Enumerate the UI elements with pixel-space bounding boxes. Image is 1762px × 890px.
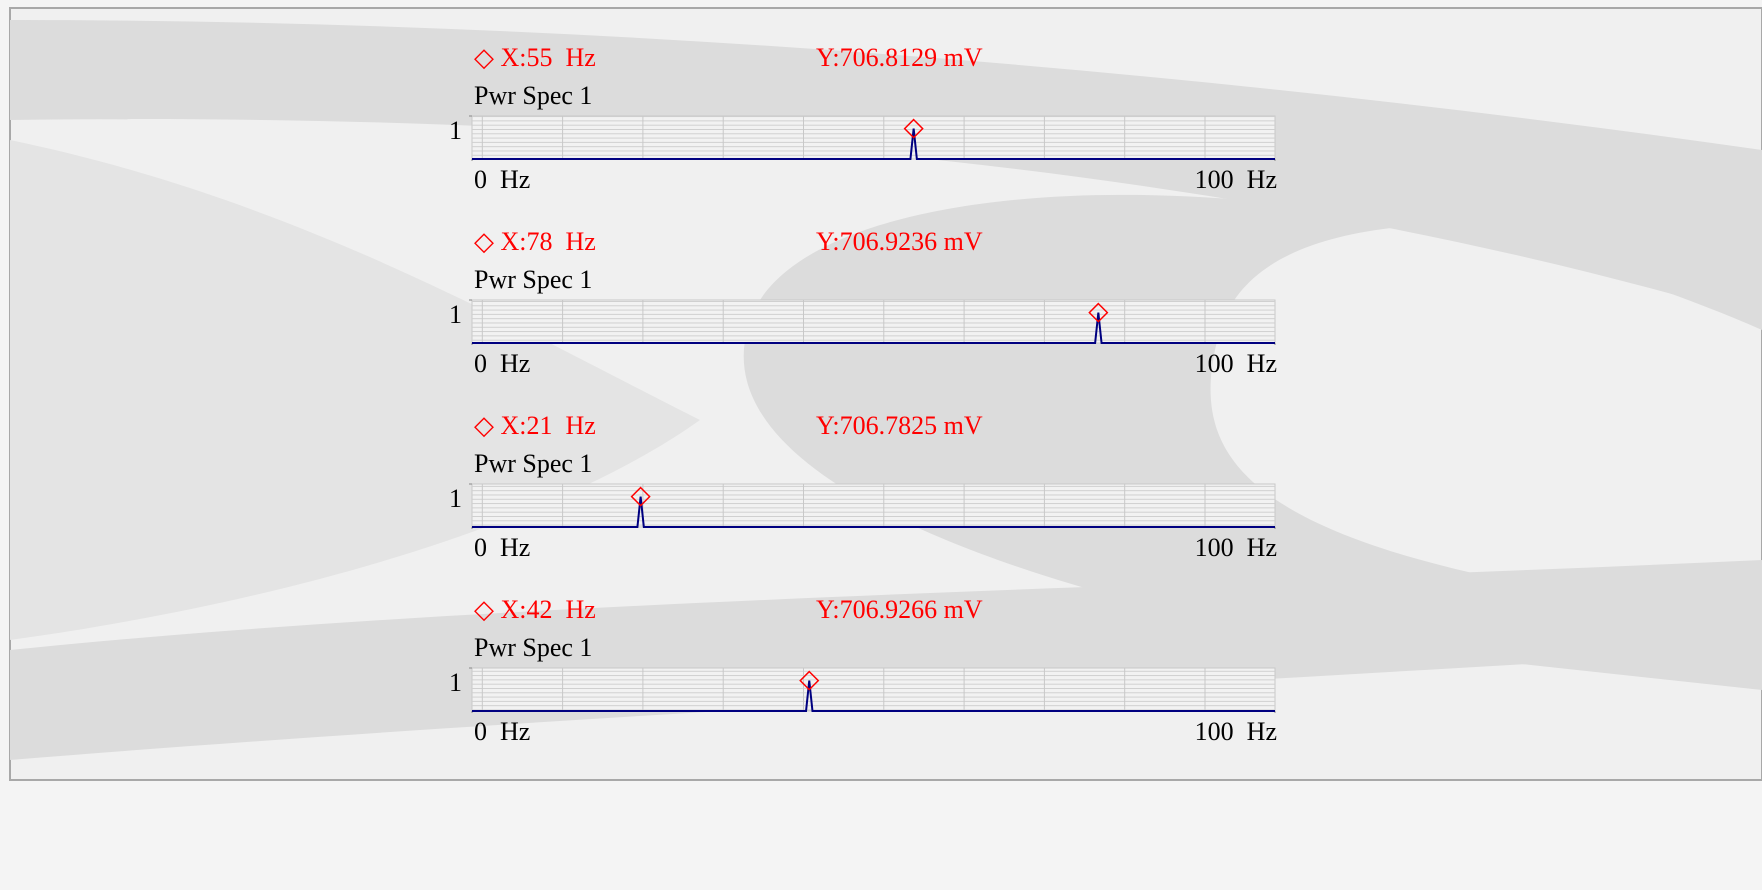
grid-v — [472, 116, 1275, 159]
plot-name: Pwr Spec 1 — [474, 449, 592, 478]
plot-name: Pwr Spec 1 — [474, 633, 592, 662]
grid-v — [472, 668, 1275, 711]
x-tick-label: 0 Hz — [474, 165, 530, 194]
x-tick-label: 100 Hz — [1195, 533, 1277, 562]
cursor-marker — [799, 670, 820, 691]
x-tick-label: 100 Hz — [1195, 717, 1277, 746]
x-tick-label: 0 Hz — [474, 533, 530, 562]
marker-x-readout: ◇ X:55 Hz — [474, 43, 596, 72]
x-tick-label: 0 Hz — [474, 349, 530, 378]
marker-y-readout: Y:706.7825 mV — [816, 411, 983, 440]
spectrum-line — [472, 680, 1275, 712]
cursor-marker — [903, 118, 924, 139]
y-tick-label: 1 — [449, 300, 462, 329]
marker-x-readout: ◇ X:21 Hz — [474, 411, 596, 440]
marker-x-readout: ◇ X:78 Hz — [474, 227, 596, 256]
spectrum-line — [472, 496, 1275, 528]
marker-y-readout: Y:706.9236 mV — [816, 227, 983, 256]
grid-v — [472, 300, 1275, 343]
marker-y-readout: Y:706.8129 mV — [816, 43, 983, 72]
marker-y-readout: Y:706.9266 mV — [816, 595, 983, 624]
cursor-marker — [630, 486, 651, 507]
marker-x-readout: ◇ X:42 Hz — [474, 595, 596, 624]
spectrum-line — [472, 128, 1275, 160]
y-tick-label: 1 — [449, 668, 462, 697]
y-tick-label: 1 — [449, 116, 462, 145]
y-tick-label: 1 — [449, 484, 462, 513]
plot-name: Pwr Spec 1 — [474, 81, 592, 110]
x-tick-label: 100 Hz — [1195, 349, 1277, 378]
x-tick-label: 100 Hz — [1195, 165, 1277, 194]
cursor-marker — [1088, 302, 1109, 323]
plot-name: Pwr Spec 1 — [474, 265, 592, 294]
spectrum-line — [472, 312, 1275, 344]
grid-v — [472, 484, 1275, 527]
x-tick-label: 0 Hz — [474, 717, 530, 746]
